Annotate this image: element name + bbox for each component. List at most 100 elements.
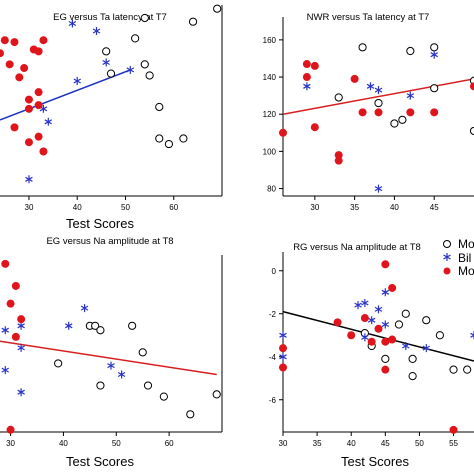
data-point-star	[92, 27, 101, 35]
data-point-filled-circle	[6, 299, 15, 308]
data-point-open-circle	[128, 321, 137, 330]
x-tick-label: 40	[347, 439, 356, 448]
panel-title: RG versus Na amplitude at T8	[293, 242, 421, 253]
panel-nwr-ta-latency: NWR versus Ta latency at T7 30 35 40 45 80 10…	[263, 12, 474, 212]
data-point-open-circle	[96, 381, 105, 390]
data-point-star	[68, 19, 77, 28]
data-point-star	[354, 301, 362, 310]
y-tick-label: -4	[269, 353, 277, 362]
data-point-open-circle	[140, 13, 149, 23]
data-point-open-circle	[435, 331, 444, 340]
data-point-open-circle	[430, 43, 439, 52]
data-point-open-circle	[406, 46, 415, 56]
y-tick-label: -2	[269, 310, 277, 319]
data-point-filled-circle	[279, 363, 287, 372]
data-point-filled-circle	[358, 108, 367, 117]
data-point-filled-circle	[279, 344, 287, 353]
x-tick-label: 60	[169, 203, 178, 212]
data-point-open-circle	[131, 34, 140, 43]
data-point-open-circle	[422, 316, 431, 325]
x-tick-label: 40	[73, 203, 82, 212]
data-point-filled-circle	[39, 147, 48, 156]
data-point-open-circle	[430, 84, 439, 93]
data-point-filled-circle	[5, 60, 14, 69]
data-point-open-circle	[145, 71, 154, 80]
data-point-open-circle	[188, 17, 198, 26]
x-tick-label: 30	[6, 439, 15, 448]
data-point-filled-circle	[10, 123, 19, 132]
data-point-open-circle	[408, 354, 417, 363]
data-point-open-circle	[186, 410, 195, 419]
data-point-star	[64, 321, 73, 330]
data-point-star	[17, 343, 25, 352]
data-point-filled-circle	[333, 318, 342, 327]
data-point-filled-circle	[39, 36, 48, 45]
legend-filled-circle-marker	[443, 267, 451, 275]
data-point-open-circle	[469, 126, 474, 136]
data-point-filled-circle	[10, 38, 19, 47]
data-point-open-circle	[408, 372, 417, 381]
data-point-filled-circle	[24, 104, 33, 113]
data-point-filled-circle	[15, 73, 24, 82]
data-point-filled-circle	[20, 64, 29, 73]
data-point-filled-circle	[381, 260, 390, 269]
data-point-filled-circle	[347, 331, 356, 340]
x-tick-label: 30	[310, 203, 319, 212]
data-point-open-circle	[106, 69, 116, 78]
data-point-filled-circle	[374, 324, 383, 333]
x-tick-label: 30	[279, 439, 288, 448]
data-point-open-circle	[398, 115, 407, 124]
data-point-open-circle	[374, 98, 383, 108]
data-point-filled-circle	[302, 60, 311, 69]
data-point-open-circle	[140, 60, 149, 69]
data-point-open-circle	[54, 359, 63, 368]
legend-star-marker	[443, 253, 451, 261]
data-point-filled-circle	[334, 151, 343, 160]
data-point-open-circle	[155, 134, 164, 143]
data-point-open-circle	[212, 390, 221, 399]
data-point-filled-circle	[1, 259, 10, 268]
x-tick-label: 55	[449, 439, 458, 448]
data-point-filled-circle	[24, 95, 33, 104]
y-tick-label: 140	[263, 73, 277, 82]
y-tick-label: 100	[263, 147, 277, 156]
data-point-filled-circle	[470, 82, 474, 91]
data-point-filled-circle	[11, 281, 20, 290]
data-point-open-circle	[96, 326, 105, 335]
data-point-filled-circle	[374, 108, 383, 117]
x-tick-label: 45	[430, 203, 439, 212]
data-point-open-circle	[401, 309, 410, 318]
data-point-star	[374, 86, 383, 95]
data-point-filled-circle	[34, 132, 43, 141]
data-point-star	[422, 344, 431, 353]
data-point-open-circle	[159, 392, 168, 401]
y-tick-label: -6	[269, 396, 277, 405]
data-point-filled-circle	[34, 88, 43, 97]
fit-line	[282, 310, 474, 362]
x-tick-label: 50	[415, 439, 424, 448]
data-point-star	[1, 366, 10, 375]
data-point-star	[73, 77, 82, 85]
data-point-star	[44, 117, 53, 126]
data-point-star	[1, 326, 10, 335]
data-point-star	[102, 58, 110, 67]
data-point-star	[406, 91, 415, 100]
data-point-star	[366, 82, 375, 91]
data-point-open-circle	[213, 4, 222, 13]
panel-eg-ta-latency: EG versus Ta latency at T7 30 40 50 60 Test…	[0, 4, 223, 231]
data-point-filled-circle	[381, 365, 390, 374]
data-point-filled-circle	[0, 49, 4, 58]
data-point-filled-circle	[34, 47, 43, 56]
data-point-open-circle	[179, 134, 188, 143]
data-point-star	[126, 65, 135, 74]
data-point-open-circle	[164, 139, 174, 149]
data-point-star	[374, 305, 383, 314]
data-point-open-circle	[463, 365, 472, 374]
data-point-open-circle	[358, 43, 367, 52]
data-point-filled-circle	[0, 36, 9, 45]
data-point-filled-circle	[406, 108, 415, 117]
data-point-star	[430, 50, 438, 59]
data-point-star	[367, 316, 376, 325]
x-tick-label: 30	[25, 203, 34, 212]
data-point-star	[117, 370, 126, 379]
